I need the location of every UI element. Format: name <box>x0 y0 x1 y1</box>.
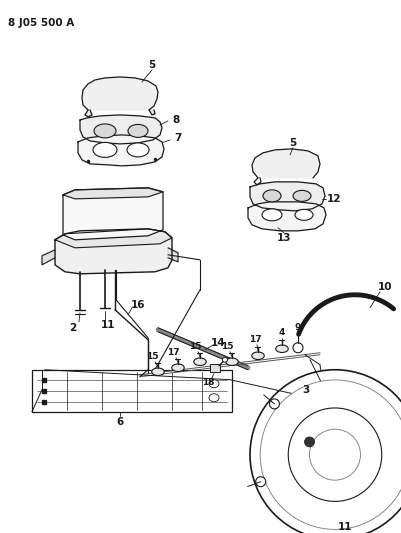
Polygon shape <box>63 188 162 199</box>
Ellipse shape <box>127 143 149 157</box>
Text: 11: 11 <box>337 522 351 531</box>
Polygon shape <box>63 188 162 240</box>
Text: 5: 5 <box>289 138 296 148</box>
Text: 11: 11 <box>101 320 115 330</box>
Text: 4: 4 <box>278 328 284 337</box>
Ellipse shape <box>171 364 184 372</box>
Circle shape <box>259 380 401 529</box>
Ellipse shape <box>261 209 281 221</box>
Text: 3: 3 <box>302 385 309 395</box>
Text: 17: 17 <box>166 348 179 357</box>
Ellipse shape <box>151 368 164 375</box>
Circle shape <box>304 437 314 447</box>
Text: 15: 15 <box>146 352 158 361</box>
Circle shape <box>222 357 227 362</box>
Polygon shape <box>249 182 324 211</box>
Circle shape <box>309 429 360 480</box>
Ellipse shape <box>292 190 310 201</box>
Circle shape <box>288 408 381 502</box>
Text: 15: 15 <box>188 342 201 351</box>
Text: 18: 18 <box>201 378 214 387</box>
Bar <box>209 364 219 372</box>
Text: 5: 5 <box>148 60 155 70</box>
Polygon shape <box>85 110 92 117</box>
Polygon shape <box>247 202 325 231</box>
Ellipse shape <box>294 209 312 220</box>
Ellipse shape <box>275 345 288 352</box>
Ellipse shape <box>193 358 206 366</box>
Ellipse shape <box>93 142 117 157</box>
Ellipse shape <box>209 379 219 387</box>
Text: 12: 12 <box>326 194 340 204</box>
Circle shape <box>255 477 265 487</box>
Ellipse shape <box>209 394 219 402</box>
Text: 15: 15 <box>220 342 233 351</box>
Text: 16: 16 <box>130 300 145 310</box>
Polygon shape <box>55 229 172 248</box>
Polygon shape <box>149 110 155 115</box>
Text: 8: 8 <box>172 115 179 125</box>
Text: 13: 13 <box>276 233 291 243</box>
Text: 14: 14 <box>210 338 225 348</box>
Ellipse shape <box>262 190 280 202</box>
Ellipse shape <box>225 358 238 366</box>
Bar <box>32 370 231 411</box>
Polygon shape <box>55 229 172 274</box>
Text: 10: 10 <box>377 282 391 292</box>
Polygon shape <box>78 135 164 166</box>
Polygon shape <box>251 149 319 178</box>
Polygon shape <box>80 115 162 144</box>
Ellipse shape <box>94 124 116 138</box>
Text: 8 J05 500 A: 8 J05 500 A <box>8 18 74 28</box>
Polygon shape <box>42 250 55 265</box>
Ellipse shape <box>128 124 148 138</box>
Polygon shape <box>82 77 158 110</box>
Text: 6: 6 <box>116 417 124 427</box>
Circle shape <box>292 343 302 353</box>
Circle shape <box>249 370 401 533</box>
Polygon shape <box>168 248 178 262</box>
Circle shape <box>269 399 279 409</box>
Text: 9: 9 <box>294 324 300 332</box>
Text: 2: 2 <box>69 323 77 333</box>
Ellipse shape <box>251 352 263 359</box>
Text: 7: 7 <box>174 133 181 143</box>
Text: 17: 17 <box>248 335 261 344</box>
